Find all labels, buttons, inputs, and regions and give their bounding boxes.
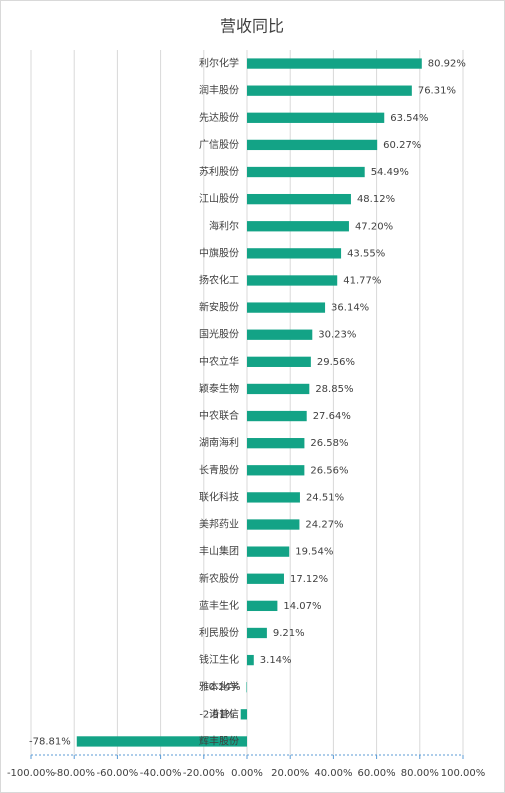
- bar: [247, 383, 310, 395]
- bar: [247, 356, 311, 367]
- bar: [247, 410, 307, 422]
- bar: [247, 627, 267, 639]
- y-tick-label: 苏利股份: [199, 165, 239, 178]
- x-tick-label: -60.00%: [97, 768, 139, 779]
- y-tick-label: 广信股份: [199, 139, 239, 151]
- value-label: 3.14%: [260, 655, 292, 666]
- y-tick-label: 利尔化学: [199, 57, 239, 70]
- bar: [247, 112, 385, 123]
- y-tick-label: 辉丰股份: [199, 734, 239, 747]
- value-label: -2.91%: [199, 709, 234, 720]
- y-tick-label: 利民股份: [199, 627, 239, 639]
- y-tick-label: 中农联合: [199, 409, 239, 422]
- value-label: 76.31%: [418, 86, 456, 97]
- bar: [247, 546, 290, 557]
- y-tick-label: 蓝丰生化: [199, 599, 239, 612]
- value-label: 63.54%: [390, 113, 428, 124]
- bar: [247, 573, 284, 584]
- bar: [247, 465, 305, 476]
- value-label: 17.12%: [290, 574, 328, 585]
- bar: [247, 600, 278, 612]
- value-label: 60.27%: [383, 140, 421, 151]
- bar: [247, 221, 349, 232]
- x-tick-label: 60.00%: [358, 768, 396, 779]
- bar: [247, 438, 305, 449]
- x-tick-label: 80.00%: [401, 768, 439, 779]
- y-tick-label: 新安股份: [199, 301, 239, 314]
- y-tick-label: 丰山集团: [199, 545, 239, 558]
- value-label: 14.07%: [283, 601, 321, 612]
- bar: [240, 709, 247, 720]
- y-tick-label: 中旗股份: [199, 246, 239, 259]
- y-tick-label: 湖南海利: [199, 436, 239, 449]
- value-label: 28.85%: [315, 384, 353, 395]
- x-tick-label: 40.00%: [314, 768, 352, 779]
- bar: [76, 736, 247, 747]
- bar: [247, 58, 422, 69]
- chart-title: 营收同比: [220, 17, 284, 36]
- y-tick-label: 润丰股份: [199, 84, 239, 97]
- x-tick-label: -80.00%: [53, 768, 95, 779]
- value-label: 26.56%: [310, 465, 348, 476]
- y-tick-label: 国光股份: [199, 328, 239, 341]
- value-label: 48.12%: [357, 194, 395, 205]
- value-label: 19.54%: [295, 547, 333, 558]
- value-label: 54.49%: [371, 167, 409, 178]
- x-tick-label: -40.00%: [140, 768, 182, 779]
- bar: [247, 248, 342, 259]
- value-label: 29.56%: [317, 357, 355, 368]
- value-label: 30.23%: [318, 330, 356, 341]
- bar: [247, 302, 326, 313]
- y-tick-label: 雅本化学: [199, 680, 239, 693]
- bar: [247, 519, 300, 530]
- y-tick-label: 海利尔: [209, 219, 239, 232]
- bar: [247, 275, 338, 286]
- x-tick-label: -20.00%: [183, 768, 225, 779]
- value-label: 47.20%: [355, 221, 393, 232]
- value-label: 36.14%: [331, 303, 369, 314]
- value-label: 80.92%: [428, 59, 466, 70]
- value-label: -0.24%: [205, 682, 240, 693]
- x-tick-label: -100.00%: [7, 768, 55, 779]
- bar: [247, 139, 378, 151]
- value-label: 24.51%: [306, 492, 344, 503]
- y-tick-label: 美邦药业: [199, 518, 239, 531]
- value-label: 41.77%: [343, 275, 381, 286]
- value-label: 26.58%: [310, 438, 348, 449]
- bar: [247, 654, 254, 666]
- y-tick-label: 联化科技: [199, 490, 239, 503]
- bar: [247, 329, 313, 340]
- bar: [246, 682, 247, 693]
- value-label: 9.21%: [273, 628, 305, 639]
- y-tick-label: 中农立华: [199, 355, 239, 368]
- y-tick-label: 钱江生化: [199, 653, 239, 666]
- x-tick-label: 20.00%: [271, 768, 309, 779]
- y-tick-label: 长青股份: [199, 463, 239, 476]
- x-tick-label: 100.00%: [441, 768, 486, 779]
- y-tick-label: 新农股份: [199, 572, 239, 585]
- y-tick-label: 扬农化工: [199, 273, 239, 286]
- y-tick-label: 先达股份: [199, 112, 239, 124]
- value-label: 43.55%: [347, 248, 385, 259]
- value-label: 24.27%: [305, 520, 343, 531]
- bar: [247, 166, 365, 178]
- bar: [247, 85, 412, 96]
- bar: [247, 193, 351, 205]
- y-tick-label: 诺普信: [209, 707, 239, 720]
- y-tick-label: 江山股份: [199, 193, 239, 205]
- value-label: 27.64%: [313, 411, 351, 422]
- x-tick-label: 0.00%: [231, 768, 263, 779]
- y-tick-label: 颖泰生物: [199, 382, 239, 395]
- bar: [247, 492, 300, 503]
- value-label: -78.81%: [29, 736, 71, 747]
